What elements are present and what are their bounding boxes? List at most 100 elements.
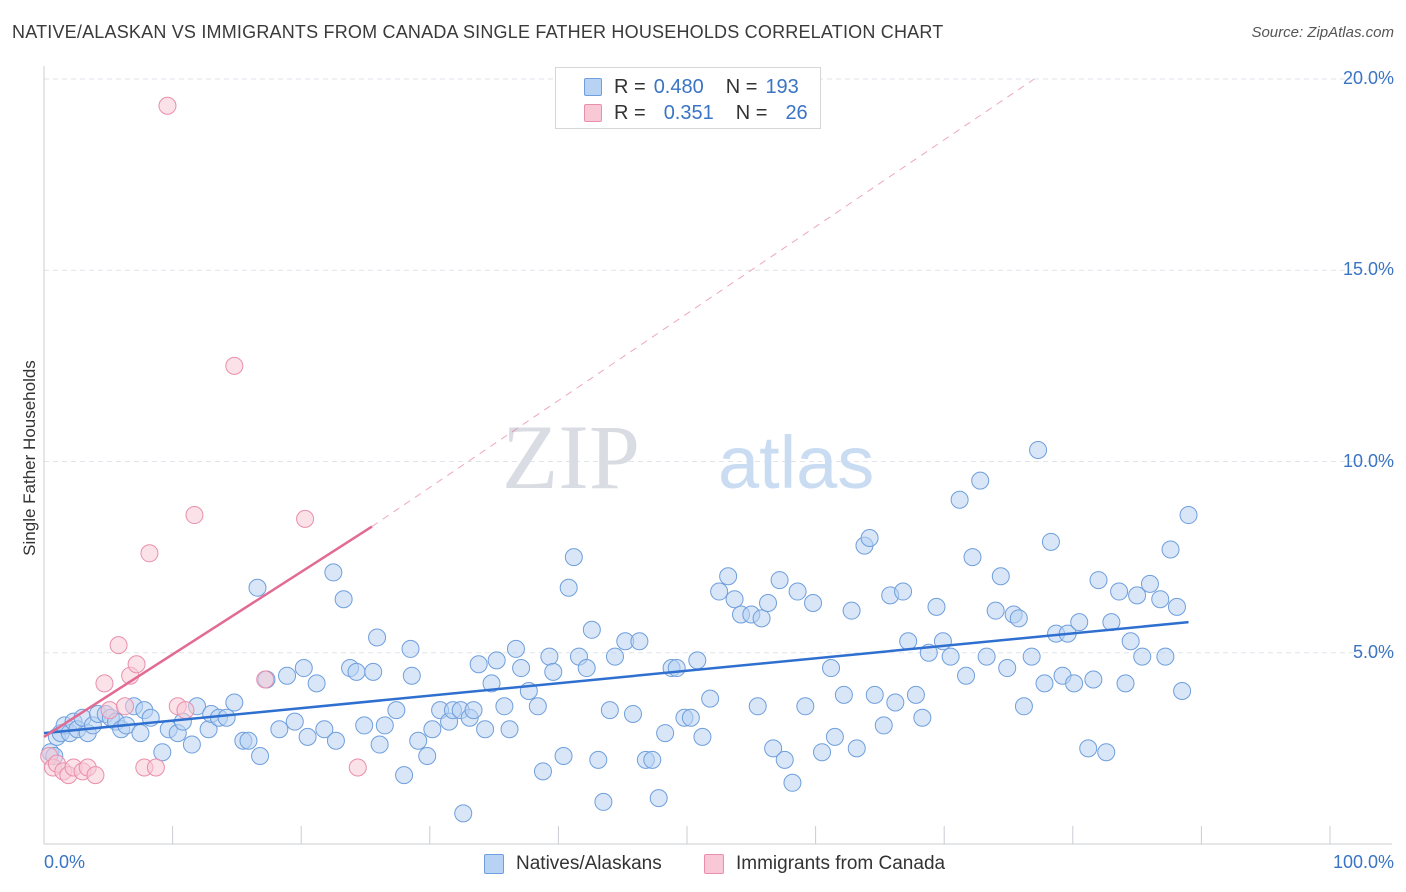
- natives-point: [251, 747, 270, 766]
- canada-trend-line: [43, 525, 373, 738]
- natives-point: [927, 597, 946, 616]
- canada-trend-extension: [371, 78, 1035, 527]
- natives-point: [783, 773, 802, 792]
- natives-point: [874, 716, 893, 735]
- natives-point: [643, 750, 662, 769]
- bottom-legend-natives: Natives/Alaskans: [484, 852, 662, 876]
- natives-point: [825, 727, 844, 746]
- natives-point: [605, 647, 624, 666]
- legend-n-label: N =: [725, 75, 758, 98]
- y-tick-label: 20.0%: [1342, 68, 1394, 88]
- natives-point: [941, 647, 960, 666]
- natives-point: [315, 720, 334, 739]
- natives-point: [1084, 670, 1103, 689]
- natives-point: [533, 762, 552, 781]
- natives-point: [1014, 697, 1033, 716]
- natives-point: [1173, 682, 1192, 700]
- natives-point: [1161, 540, 1180, 559]
- natives-point: [770, 571, 789, 590]
- canada-point: [127, 655, 146, 674]
- canada-point: [100, 701, 119, 720]
- natives-point: [1022, 647, 1041, 666]
- natives-point: [1156, 647, 1175, 666]
- natives-point: [701, 689, 720, 708]
- natives-point: [623, 704, 642, 723]
- natives-point: [418, 747, 437, 766]
- natives-point: [688, 651, 707, 670]
- canada-point: [225, 356, 244, 375]
- legend-swatch-canada: [584, 104, 602, 122]
- natives-point: [500, 720, 519, 739]
- natives-point: [495, 697, 514, 716]
- canada-point: [109, 636, 128, 655]
- natives-point: [764, 739, 783, 758]
- bottom-legend-label-natives: Natives/Alaskans: [516, 853, 662, 874]
- natives-point: [681, 708, 700, 727]
- natives-point: [804, 594, 823, 613]
- natives-point: [1128, 586, 1147, 605]
- natives-point: [998, 659, 1017, 678]
- natives-point: [589, 750, 608, 769]
- natives-point: [748, 697, 767, 716]
- natives-point: [957, 666, 976, 685]
- natives-point: [469, 655, 488, 674]
- natives-point: [375, 716, 394, 735]
- natives-point: [1079, 739, 1098, 758]
- natives-point: [217, 708, 236, 727]
- natives-point: [1035, 674, 1054, 693]
- natives-point: [355, 716, 374, 735]
- grid: [44, 78, 1392, 654]
- natives-point: [387, 701, 406, 720]
- natives-point: [270, 720, 289, 739]
- natives-point: [813, 743, 832, 762]
- natives-point: [368, 628, 387, 647]
- watermark: ZIP atlas: [502, 406, 874, 508]
- natives-point: [487, 651, 506, 670]
- natives-point: [326, 731, 345, 750]
- natives-point: [423, 720, 442, 739]
- legend-r-label: R =: [614, 75, 646, 98]
- natives-point: [395, 766, 414, 785]
- natives-point: [402, 666, 421, 685]
- natives-point: [594, 792, 613, 811]
- natives-point: [285, 712, 304, 731]
- watermark-atlas: atlas: [718, 421, 874, 504]
- canada-point: [158, 96, 177, 115]
- natives-point: [248, 578, 267, 597]
- natives-point: [796, 697, 815, 716]
- natives-point: [512, 659, 531, 678]
- natives-point: [464, 701, 483, 720]
- natives-point: [1110, 582, 1129, 601]
- bottom-legend-swatch-canada: [704, 854, 724, 874]
- natives-point: [153, 743, 172, 762]
- y-tick-label: 10.0%: [1342, 450, 1394, 471]
- natives-point: [307, 674, 326, 693]
- canada-point: [86, 766, 105, 785]
- natives-point: [1089, 571, 1108, 590]
- y-tick-label: 5.0%: [1352, 641, 1394, 662]
- natives-point: [334, 590, 353, 609]
- natives-point: [775, 750, 794, 769]
- natives-point: [719, 567, 738, 586]
- natives-point: [225, 693, 244, 712]
- natives-point: [506, 639, 525, 658]
- natives-point: [971, 471, 990, 490]
- natives-point: [950, 490, 969, 509]
- axes: [43, 66, 1392, 845]
- watermark-zip: ZIP: [502, 406, 640, 508]
- natives-point: [544, 662, 563, 681]
- legend-r-value: 0.351: [663, 101, 714, 124]
- natives-point: [409, 731, 428, 750]
- natives-point: [278, 666, 297, 685]
- natives-point: [554, 747, 573, 766]
- canada-point: [146, 758, 165, 777]
- chart-title: NATIVE/ALASKAN VS IMMIGRANTS FROM CANADA…: [12, 22, 944, 42]
- legend-r-label: R =: [614, 101, 646, 124]
- bottom-legend-label-canada: Immigrants from Canada: [736, 853, 946, 874]
- x-tick-label-max: 100.0%: [1332, 852, 1394, 872]
- natives-point: [294, 659, 313, 678]
- natives-point: [582, 620, 601, 639]
- natives-point: [577, 659, 596, 678]
- chart-source: Source: ZipAtlas.com: [1251, 24, 1394, 41]
- natives-point: [1151, 590, 1170, 609]
